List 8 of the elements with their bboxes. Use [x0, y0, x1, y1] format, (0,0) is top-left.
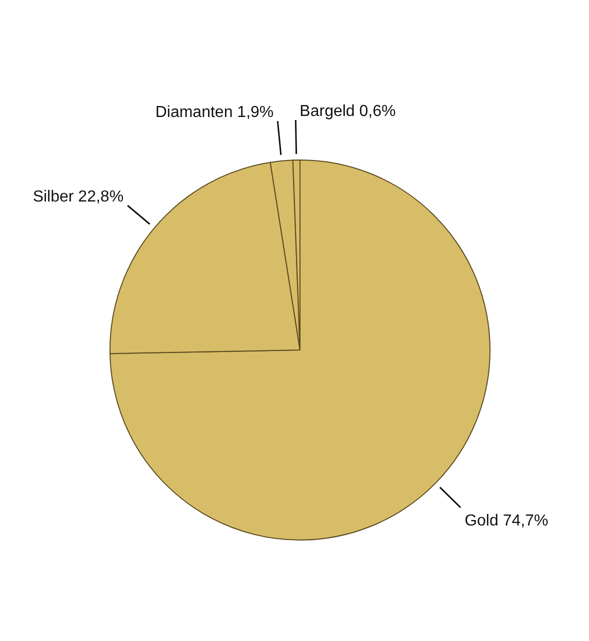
slice-label: Bargeld: [300, 103, 355, 120]
data-label: 0,6%: [354, 103, 396, 120]
slice-label: Silber: [32, 188, 74, 206]
data-label: 22,8%: [74, 188, 124, 206]
slice-label: Diamanten: [155, 104, 233, 122]
data-label: 74,7%: [498, 512, 548, 530]
slice-label: Gold: [464, 512, 498, 530]
data-label: 1,9%: [232, 104, 274, 122]
